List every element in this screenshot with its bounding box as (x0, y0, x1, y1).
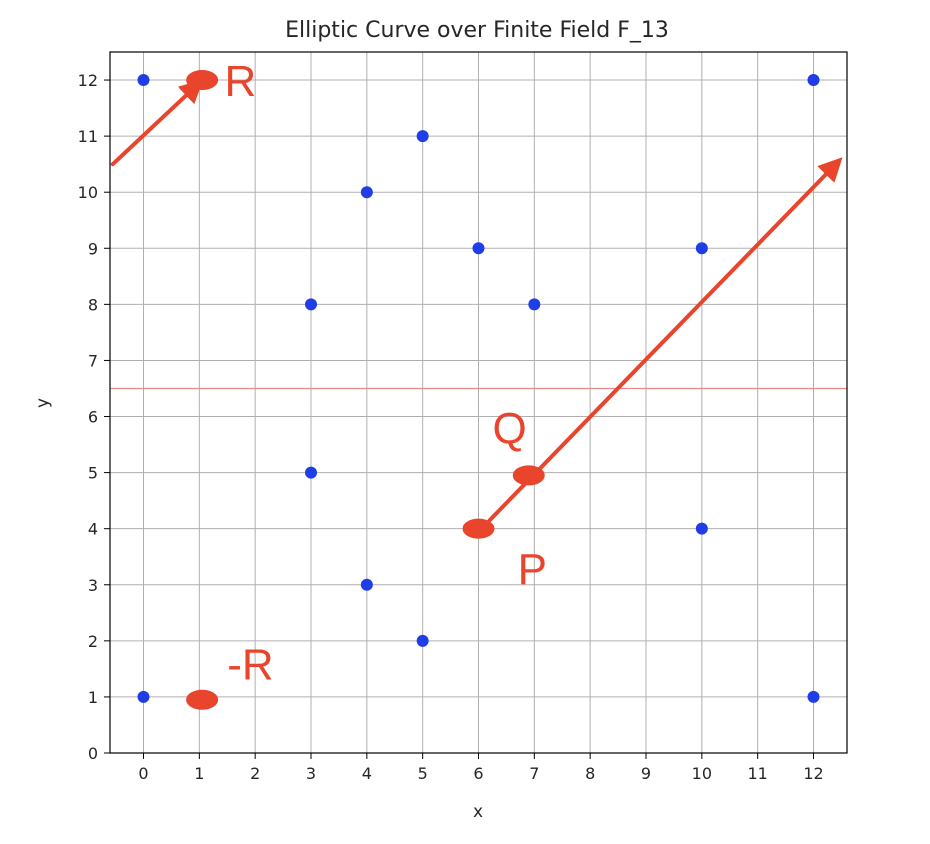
y-tick-label: 6 (88, 408, 98, 427)
annotation-marker (186, 70, 219, 91)
y-tick-label: 10 (78, 183, 98, 202)
x-tick-label: 12 (803, 764, 823, 783)
y-tick-label: 5 (88, 464, 98, 483)
annotations: R Q P -R (110, 57, 843, 710)
data-point (528, 298, 541, 311)
data-point (695, 522, 708, 535)
grid-lines (110, 52, 847, 754)
annotation-marker (186, 689, 219, 710)
annotation-marker (462, 518, 495, 539)
y-tick-label: 3 (88, 576, 98, 595)
x-tick-label: 7 (529, 764, 539, 783)
data-point (137, 690, 150, 703)
annotation-label: -R (227, 640, 273, 689)
data-point (695, 242, 708, 255)
y-tick-label: 8 (88, 295, 98, 314)
data-point (416, 634, 429, 647)
x-tick-label: 2 (250, 764, 260, 783)
x-tick-label: 10 (692, 764, 712, 783)
x-tick-label: 8 (585, 764, 595, 783)
y-tick-label: 12 (78, 71, 98, 90)
x-tick-label: 1 (194, 764, 204, 783)
x-tick-label: 4 (362, 764, 372, 783)
data-point (305, 298, 317, 311)
data-point (360, 186, 373, 199)
x-tick-label: 5 (418, 764, 428, 783)
y-axis-label: y (33, 398, 53, 408)
data-point (807, 690, 820, 703)
x-tick-label: 0 (138, 764, 148, 783)
y-tick-label: 7 (88, 351, 98, 370)
y-tick-label: 1 (88, 688, 98, 707)
y-tick-label: 9 (88, 239, 98, 258)
y-tick-label: 4 (88, 520, 98, 539)
x-tick-label: 6 (473, 764, 483, 783)
annotation-marker (512, 465, 545, 486)
x-tick-label: 11 (747, 764, 767, 783)
data-point (137, 74, 150, 87)
y-tick-label: 0 (88, 744, 98, 763)
data-point (416, 130, 429, 143)
y-tick-label: 11 (78, 127, 98, 146)
x-tick-label: 3 (306, 764, 316, 783)
data-point (360, 578, 373, 591)
annotation-label: R (224, 57, 256, 106)
annotation-label: P (518, 545, 547, 594)
data-point (807, 74, 820, 87)
data-point (305, 466, 317, 479)
annotation-label: Q (492, 405, 526, 454)
annotation-arrow (110, 79, 204, 167)
x-tick-label: 9 (641, 764, 651, 783)
y-tick-label: 2 (88, 632, 98, 651)
data-point (472, 242, 485, 255)
chart-title: Elliptic Curve over Finite Field F_13 (285, 18, 669, 43)
annotation-arrow (487, 157, 843, 523)
x-axis-label: x (473, 802, 483, 822)
plot-frame (109, 51, 848, 754)
